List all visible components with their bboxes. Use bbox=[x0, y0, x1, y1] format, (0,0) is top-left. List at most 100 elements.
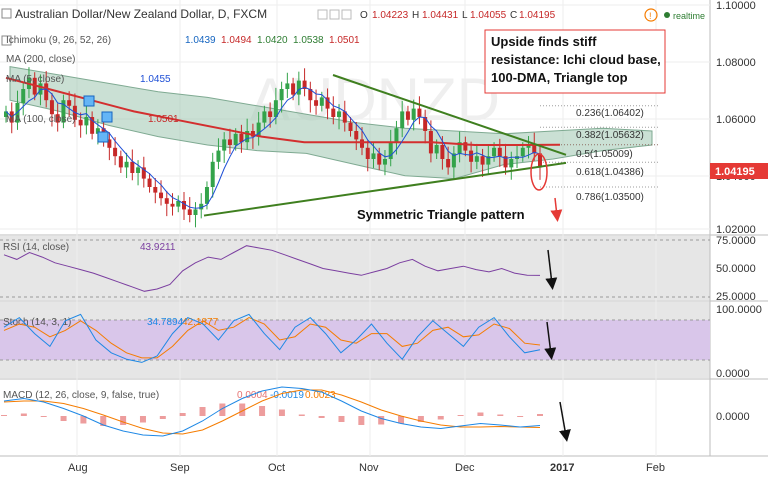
candle-body bbox=[377, 153, 382, 165]
candle-body bbox=[204, 187, 209, 204]
candle-body bbox=[273, 100, 278, 117]
time-label-dec: Dec bbox=[455, 462, 475, 474]
candle-body bbox=[187, 209, 192, 215]
candle-body bbox=[360, 139, 364, 148]
realtime-dot-icon bbox=[664, 12, 670, 18]
candle-body bbox=[78, 119, 83, 126]
stoch-k-line bbox=[3, 313, 541, 363]
candle-body bbox=[55, 114, 60, 123]
fib-382-label: 0.382(1.05632) bbox=[576, 130, 644, 141]
macd-hist-bar bbox=[179, 413, 186, 416]
candle-body bbox=[469, 150, 474, 162]
macd-hist-bar bbox=[517, 416, 524, 417]
macd-hist-bar bbox=[40, 416, 47, 417]
candle-body bbox=[136, 167, 141, 173]
candle-body bbox=[457, 142, 462, 154]
candle-body bbox=[371, 153, 376, 159]
candle-body bbox=[49, 100, 54, 115]
candle-body bbox=[141, 167, 146, 179]
candles bbox=[4, 67, 542, 228]
price-axis[interactable]: 1.10000 1.08000 1.06000 1.04000 1.02000 … bbox=[710, 0, 768, 236]
macd-hist-bar bbox=[338, 416, 345, 422]
ma-settings-icon[interactable] bbox=[83, 95, 95, 107]
rsi-value: 43.9211 bbox=[140, 242, 176, 253]
price-gridlines bbox=[0, 0, 710, 456]
macd-hist-bar bbox=[239, 403, 246, 416]
macd-hist-bar bbox=[537, 414, 543, 416]
candle-body bbox=[239, 133, 244, 143]
ohlc-o-label: O bbox=[360, 10, 368, 21]
candle-body bbox=[164, 198, 169, 204]
candle-body bbox=[354, 131, 359, 140]
macd-hist-bar bbox=[100, 416, 107, 426]
ohlc-l-label: L bbox=[462, 10, 468, 21]
realtime-label: realtime bbox=[673, 11, 705, 21]
candle-body bbox=[124, 161, 129, 168]
legend-action-icons[interactable] bbox=[317, 9, 352, 20]
warning-icon[interactable] bbox=[644, 8, 658, 22]
candle-body bbox=[130, 161, 135, 173]
time-label-nov: Nov bbox=[359, 462, 379, 474]
candle-body bbox=[400, 111, 405, 129]
macd-hist-bar bbox=[278, 409, 285, 416]
macd-hist-bar bbox=[437, 416, 444, 420]
candle-body bbox=[331, 108, 336, 117]
warning-symbol: ! bbox=[649, 11, 652, 21]
price-tick-1: 1.10000 bbox=[716, 0, 756, 12]
collapse-legend-icon[interactable] bbox=[1, 8, 12, 19]
time-label-2017: 2017 bbox=[550, 462, 574, 474]
candle-body bbox=[182, 201, 186, 210]
macd-hist-bar bbox=[80, 416, 87, 424]
candle-body bbox=[153, 187, 158, 193]
highlight-ellipse bbox=[530, 153, 548, 191]
candle-body bbox=[245, 131, 250, 143]
macd-hist-bar bbox=[199, 407, 206, 416]
candle-body bbox=[446, 159, 451, 168]
candle-body bbox=[492, 147, 497, 157]
macd-hist-bar bbox=[477, 412, 484, 416]
fib-236-label: 0.236(1.06402) bbox=[576, 108, 644, 119]
stoch-tick-0: 0.0000 bbox=[716, 368, 750, 380]
macd-hist-value: 0.0004 bbox=[237, 390, 268, 401]
candle-body bbox=[216, 150, 221, 162]
ma-settings-icon-3[interactable] bbox=[97, 131, 109, 143]
ohlc-close: 1.04195 bbox=[519, 10, 556, 21]
price-tick-2: 1.08000 bbox=[716, 57, 756, 69]
candle-body bbox=[61, 100, 66, 123]
time-axis[interactable]: Aug Sep Oct Nov Dec 2017 Feb bbox=[68, 462, 665, 474]
ma-5-line bbox=[5, 86, 541, 209]
rsi-pane-bg bbox=[0, 236, 710, 300]
down-arrow-price bbox=[550, 197, 563, 222]
fibonacci-lines bbox=[540, 105, 660, 188]
candle-body bbox=[486, 156, 491, 165]
candle-body bbox=[302, 80, 307, 89]
macd-hist-bar bbox=[358, 416, 365, 425]
candle-body bbox=[159, 192, 164, 199]
candle-body bbox=[474, 156, 479, 162]
stoch-k-value: 34.7894 bbox=[147, 317, 184, 328]
ma-settings-icon-2[interactable] bbox=[101, 111, 113, 123]
macd-signal-value: 0.0023 bbox=[305, 390, 336, 401]
candle-body bbox=[291, 83, 296, 95]
candle-body bbox=[388, 142, 393, 159]
fib-618-label: 0.618(1.04386) bbox=[576, 167, 644, 178]
candle-body bbox=[497, 147, 502, 157]
ohlc-high: 1.04431 bbox=[422, 10, 459, 21]
candle-body bbox=[113, 147, 118, 157]
collapse-indicators-icon[interactable] bbox=[1, 35, 12, 46]
macd-hist-bar bbox=[120, 416, 127, 425]
candle-body bbox=[463, 142, 468, 151]
macd-pane: MACD (12, 26, close, 9, false, true) 0.0… bbox=[1, 386, 750, 442]
macd-hist-bar bbox=[219, 403, 226, 416]
macd-hist-bar bbox=[139, 416, 146, 423]
ma-5-legend: MA (5, close) bbox=[6, 74, 64, 85]
candle-body bbox=[348, 122, 353, 131]
stoch-down-arrow bbox=[544, 321, 557, 360]
candle-body bbox=[509, 159, 514, 168]
candle-body bbox=[405, 111, 410, 120]
candle-body bbox=[451, 153, 456, 168]
macd-hist-bar bbox=[398, 416, 405, 424]
stoch-pane: Stoch (14, 3, 1) 34.7894 42.1877 100.000… bbox=[0, 304, 762, 380]
macd-tick-0: 0.0000 bbox=[716, 411, 750, 423]
